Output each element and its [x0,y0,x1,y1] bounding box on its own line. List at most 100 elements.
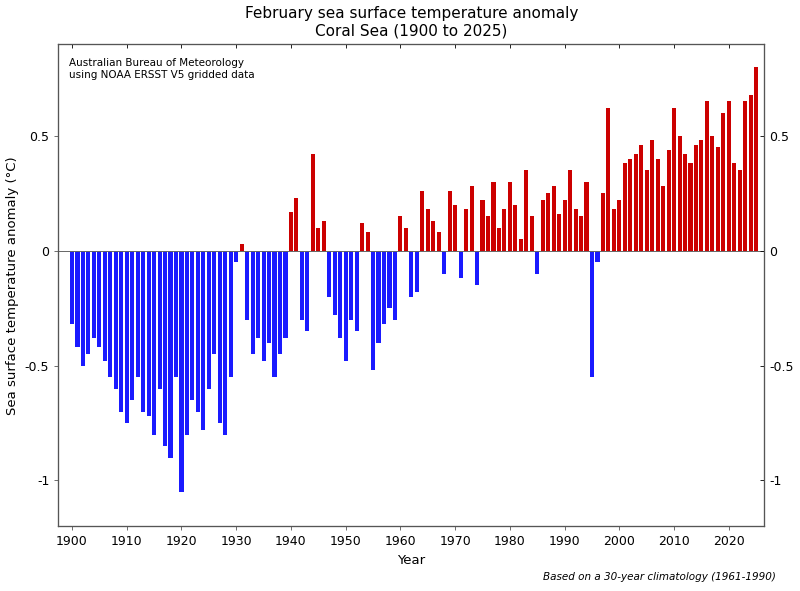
Bar [366,232,370,251]
Bar [206,251,211,389]
Bar [541,200,545,251]
Bar [661,186,665,251]
Bar [179,251,183,492]
Bar [595,251,599,262]
Bar [639,145,643,251]
Bar [218,251,222,423]
Bar [420,191,424,251]
Bar [622,164,627,251]
Bar [464,209,468,251]
Bar [590,251,594,377]
Bar [634,154,638,251]
Bar [125,251,129,423]
Bar [294,198,298,251]
Bar [470,186,474,251]
Y-axis label: Sea surface temperature anomaly (°C): Sea surface temperature anomaly (°C) [6,156,19,414]
Bar [628,159,632,251]
Bar [250,251,254,354]
X-axis label: Year: Year [398,554,426,567]
Bar [371,251,375,370]
Bar [229,251,233,377]
Bar [86,251,90,354]
Bar [535,251,539,274]
Bar [437,232,441,251]
Bar [92,251,96,338]
Bar [645,170,649,251]
Bar [108,251,112,377]
Bar [656,159,660,251]
Bar [267,251,271,343]
Bar [414,251,419,292]
Bar [716,147,720,251]
Bar [410,251,414,297]
Bar [557,214,561,251]
Bar [130,251,134,400]
Bar [404,228,408,251]
Bar [273,251,277,377]
Bar [316,228,320,251]
Bar [743,102,747,251]
Bar [306,251,310,331]
Bar [377,251,381,343]
Bar [562,200,566,251]
Bar [475,251,479,285]
Bar [333,251,337,315]
Bar [278,251,282,354]
Bar [75,251,79,348]
Bar [530,216,534,251]
Bar [749,95,753,251]
Bar [431,221,435,251]
Bar [223,251,227,434]
Bar [546,193,550,251]
Bar [382,251,386,324]
Bar [694,145,698,251]
Bar [518,239,523,251]
Bar [360,223,364,251]
Bar [710,136,714,251]
Text: Australian Bureau of Meteorology
using NOAA ERSST V5 gridded data: Australian Bureau of Meteorology using N… [69,59,254,80]
Bar [585,182,589,251]
Bar [732,164,736,251]
Bar [234,251,238,262]
Bar [398,216,402,251]
Bar [650,141,654,251]
Bar [568,170,572,251]
Bar [338,251,342,338]
Bar [212,251,216,354]
Bar [726,102,731,251]
Bar [158,251,162,389]
Title: February sea surface temperature anomaly
Coral Sea (1900 to 2025): February sea surface temperature anomaly… [245,7,578,38]
Bar [722,113,726,251]
Bar [349,251,354,320]
Bar [240,244,244,251]
Bar [174,251,178,377]
Bar [754,67,758,251]
Bar [514,205,518,251]
Bar [163,251,167,446]
Bar [689,164,693,251]
Bar [678,136,682,251]
Bar [612,209,616,251]
Bar [738,170,742,251]
Bar [579,216,583,251]
Bar [574,209,578,251]
Bar [152,251,156,434]
Bar [289,212,293,251]
Bar [618,200,622,251]
Bar [552,186,556,251]
Bar [190,251,194,400]
Bar [606,108,610,251]
Bar [103,251,107,361]
Bar [310,154,315,251]
Bar [327,251,331,297]
Bar [458,251,462,278]
Bar [98,251,102,348]
Bar [283,251,287,338]
Bar [196,251,200,411]
Bar [393,251,397,320]
Bar [245,251,250,320]
Bar [387,251,391,308]
Bar [666,150,670,251]
Bar [486,216,490,251]
Bar [426,209,430,251]
